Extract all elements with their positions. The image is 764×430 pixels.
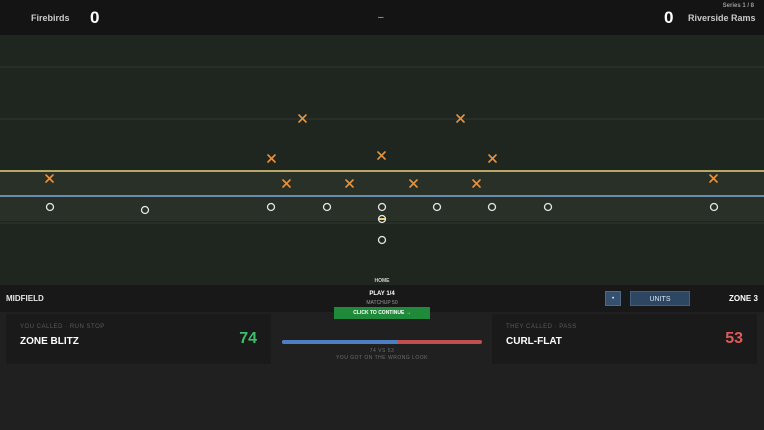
matchup-summary: 74 VS 53: [369, 348, 395, 354]
away-team-score: 0: [664, 8, 674, 27]
continue-button[interactable]: CLICK TO CONTINUE →: [334, 307, 430, 319]
away-team-name: Riverside Rams: [688, 13, 756, 23]
field-diagram: [0, 66, 764, 245]
scoreboard: Firebirds 0 – 0 Riverside Rams Series 1 …: [0, 0, 764, 35]
defender-x-icon: [709, 174, 718, 183]
matchup-bar: [282, 340, 482, 344]
offense-player-o-icon: [266, 202, 276, 212]
defender-x-icon: [409, 179, 418, 188]
offense-player-o-icon: [709, 202, 719, 212]
defender-x-icon: [282, 179, 291, 188]
field-position-label: MIDFIELD: [6, 294, 44, 303]
matchup-label: MATCHUP 50: [366, 300, 398, 306]
home-team-score: 0: [90, 8, 100, 27]
their-play-rating: 53: [725, 330, 743, 347]
defender-x-icon: [456, 114, 465, 123]
home-label: HOME: [374, 278, 390, 284]
offense-player-o-icon: [377, 235, 387, 245]
football-icon: [379, 218, 385, 220]
playing-field: [0, 35, 764, 285]
defender-x-icon: [377, 151, 386, 160]
offense-player-o-icon: [543, 202, 553, 212]
offense-player-o-icon: [432, 202, 442, 212]
their-play-name: CURL-FLAT: [506, 336, 562, 347]
play-status-bar: MIDFIELD HOME PLAY 1/4 MATCHUP 50 CLICK …: [0, 278, 764, 319]
your-play-name: ZONE BLITZ: [20, 336, 79, 347]
series-counter: Series 1 / 8: [722, 3, 754, 9]
your-play-card: YOU CALLED · RUN STOP ZONE BLITZ 74: [6, 314, 271, 364]
score-separator: –: [378, 12, 384, 23]
your-play-rating: 74: [239, 330, 257, 347]
offense-player-o-icon: [140, 205, 150, 215]
defender-x-icon: [472, 179, 481, 188]
play-counter: PLAY 1/4: [369, 291, 395, 297]
defender-x-icon: [267, 154, 276, 163]
offense-player-o-icon: [377, 202, 387, 212]
offense-player-o-icon: [487, 202, 497, 212]
defense-players: [45, 114, 718, 188]
defender-x-icon: [488, 154, 497, 163]
your-share-fill: [282, 340, 398, 344]
their-play-card: THEY CALLED · PASS CURL-FLAT 53: [492, 314, 757, 364]
defender-x-icon: [345, 179, 354, 188]
offense-players: [45, 202, 719, 245]
matchup-result: YOU GOT ON THE WRONG LOOK: [335, 355, 429, 361]
dot-icon[interactable]: •: [605, 291, 621, 306]
their-call-tag: THEY CALLED · PASS: [506, 324, 577, 330]
zone-label: ZONE 3: [729, 294, 758, 303]
offense-player-o-icon: [45, 202, 55, 212]
offense-player-o-icon: [322, 202, 332, 212]
units-button[interactable]: UNITS: [630, 291, 690, 306]
your-call-tag: YOU CALLED · RUN STOP: [20, 324, 105, 330]
home-team-name: Firebirds: [31, 13, 70, 23]
defender-x-icon: [45, 174, 54, 183]
defender-x-icon: [298, 114, 307, 123]
